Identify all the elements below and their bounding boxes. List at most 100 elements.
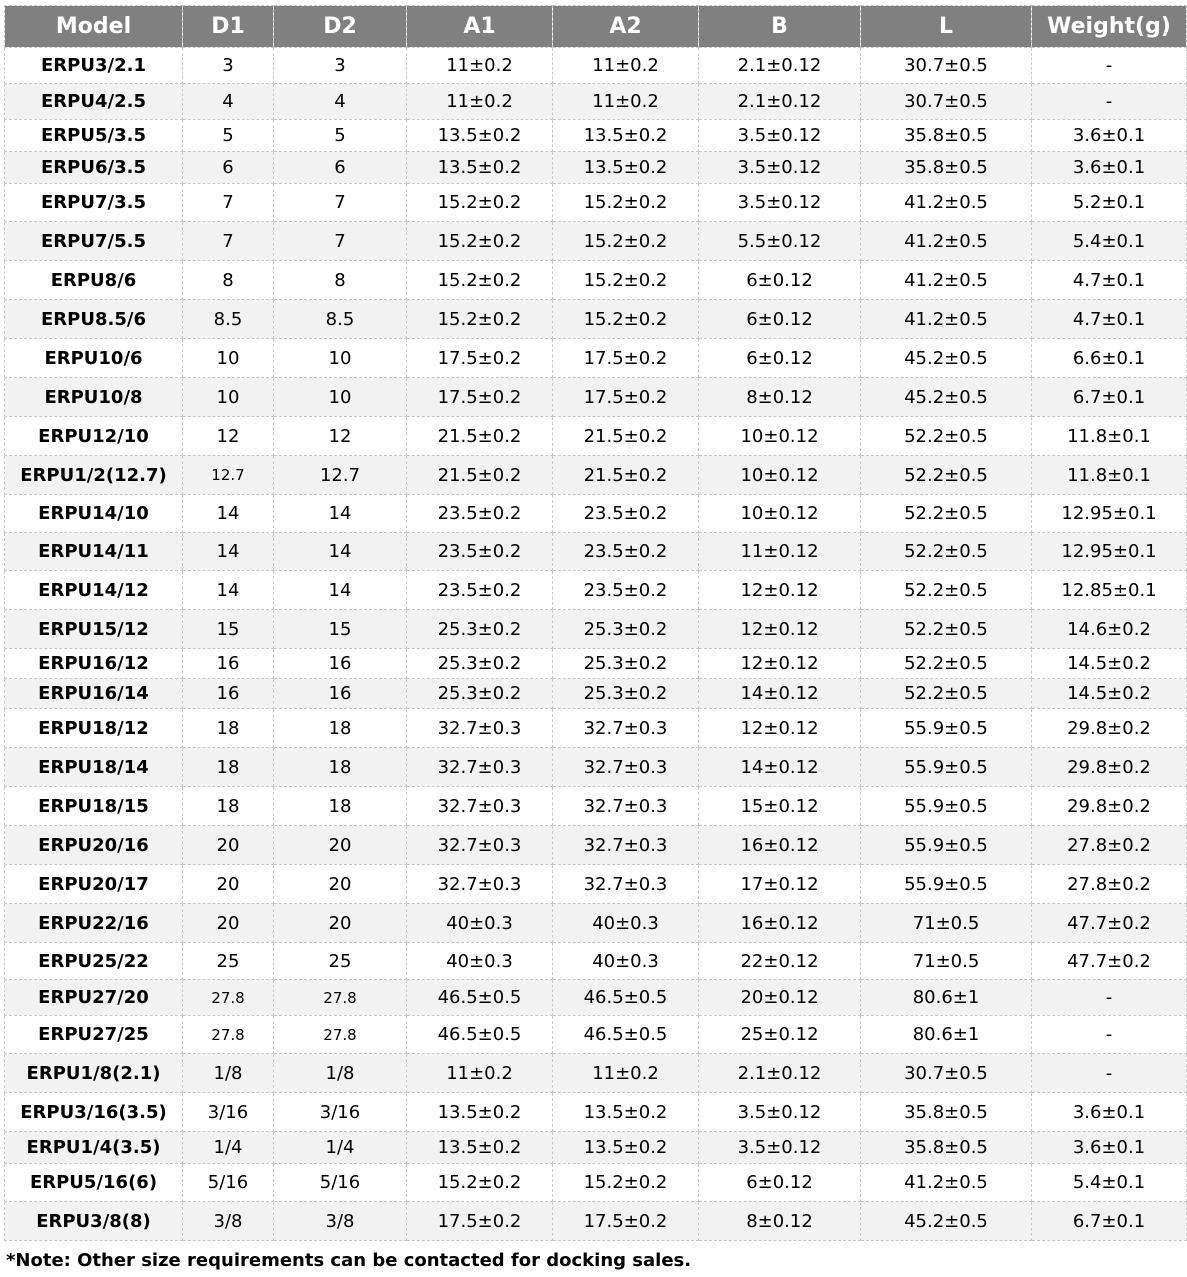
cell-l: 35.8±0.5 [860,119,1032,152]
cell-a1: 13.5±0.2 [406,151,553,184]
table-row: ERPU1/8(2.1) 1/8 1/8 11±0.2 11±0.2 2.1±0.12 30… [4,1053,1187,1093]
cell-a2: 15.2±0.2 [552,221,699,261]
cell-d2: 1/4 [273,1131,407,1164]
cell-l: 52.2±0.5 [860,494,1032,533]
cell-d2: 4 [273,83,407,120]
cell-l: 71±0.5 [860,942,1032,980]
cell-d1: 14 [182,494,274,533]
cell-weight: - [1031,979,1187,1016]
cell-weight: 29.8±0.2 [1031,708,1187,748]
cell-a2: 32.7±0.3 [552,864,699,904]
cell-d2: 7 [273,221,407,261]
cell-l: 52.2±0.5 [860,532,1032,571]
cell-d1: 18 [182,708,274,748]
cell-l: 41.2±0.5 [860,221,1032,261]
table-row: ERPU3/2.1 3 3 11±0.2 11±0.2 2.1±0.12 30.7±0.5- [4,47,1187,84]
cell-weight: 14.6±0.2 [1031,609,1187,649]
cell-b: 22±0.12 [698,942,861,980]
cell-d2: 8 [273,260,407,300]
cell-weight: 12.95±0.1 [1031,494,1187,533]
cell-a2: 32.7±0.3 [552,708,699,748]
cell-a1: 11±0.2 [406,47,553,84]
cell-a2: 23.5±0.2 [552,570,699,610]
cell-b: 10±0.12 [698,416,861,456]
cell-b: 12±0.12 [698,609,861,649]
cell-a1: 17.5±0.2 [406,338,553,378]
cell-l: 55.9±0.5 [860,864,1032,904]
cell-d2: 16 [273,678,407,709]
cell-a1: 23.5±0.2 [406,532,553,571]
cell-weight: - [1031,47,1187,84]
cell-a1: 23.5±0.2 [406,494,553,533]
cell-l: 80.6±1 [860,979,1032,1016]
cell-model: ERPU14/12 [4,570,183,610]
cell-b: 17±0.12 [698,864,861,904]
cell-a1: 17.5±0.2 [406,377,553,417]
cell-weight: 47.7±0.2 [1031,903,1187,943]
column-header-d2: D2 [273,5,407,48]
cell-d2: 5 [273,119,407,152]
cell-weight: 6.7±0.1 [1031,1201,1187,1241]
cell-d2: 5/16 [273,1163,407,1202]
cell-d1: 15 [182,609,274,649]
cell-b: 12±0.12 [698,708,861,748]
cell-b: 8±0.12 [698,377,861,417]
cell-weight: 12.85±0.1 [1031,570,1187,610]
table-row: ERPU3/8(8) 3/8 3/8 17.5±0.2 17.5±0.2 8±0.12 45… [4,1201,1187,1241]
cell-a1: 15.2±0.2 [406,221,553,261]
cell-model: ERPU18/12 [4,708,183,748]
cell-d2: 6 [273,151,407,184]
cell-a2: 23.5±0.2 [552,494,699,533]
cell-weight: 3.6±0.1 [1031,1131,1187,1164]
cell-weight: 27.8±0.2 [1031,864,1187,904]
cell-a2: 46.5±0.5 [552,1015,699,1054]
cell-a1: 40±0.3 [406,942,553,980]
cell-b: 11±0.12 [698,532,861,571]
cell-weight: 5.4±0.1 [1031,221,1187,261]
cell-a1: 11±0.2 [406,1053,553,1093]
cell-a2: 13.5±0.2 [552,1131,699,1164]
cell-d2: 16 [273,648,407,679]
table-row: ERPU18/14 18 18 32.7±0.3 32.7±0.3 14±0.12 55.9… [4,747,1187,787]
cell-weight: 11.8±0.1 [1031,416,1187,456]
cell-model: ERPU18/15 [4,786,183,826]
column-header-a1: A1 [406,5,553,48]
cell-a1: 32.7±0.3 [406,747,553,787]
cell-model: ERPU3/2.1 [4,47,183,84]
cell-model: ERPU5/16(6) [4,1163,183,1202]
cell-a1: 32.7±0.3 [406,786,553,826]
cell-d1: 10 [182,338,274,378]
cell-a2: 11±0.2 [552,83,699,120]
cell-l: 45.2±0.5 [860,338,1032,378]
spec-table: Model D1 D2 A1 A2 B L Weight(g) ERPU3/2.1 3 3 11±0… [4,5,1187,1241]
cell-d1: 1/8 [182,1053,274,1093]
cell-l: 30.7±0.5 [860,83,1032,120]
cell-weight: 3.6±0.1 [1031,151,1187,184]
table-row: ERPU20/16 20 20 32.7±0.3 32.7±0.3 16±0.12 55.9… [4,825,1187,865]
cell-d1: 12.7 [182,455,274,495]
cell-model: ERPU1/4(3.5) [4,1131,183,1164]
cell-d1: 18 [182,747,274,787]
cell-a1: 15.2±0.2 [406,183,553,222]
cell-d2: 18 [273,747,407,787]
cell-d2: 3/8 [273,1201,407,1241]
cell-d1: 1/4 [182,1131,274,1164]
cell-a1: 46.5±0.5 [406,1015,553,1054]
cell-a1: 32.7±0.3 [406,864,553,904]
cell-d1: 25 [182,942,274,980]
cell-l: 52.2±0.5 [860,648,1032,679]
cell-weight: - [1031,83,1187,120]
cell-l: 35.8±0.5 [860,151,1032,184]
cell-weight: 11.8±0.1 [1031,455,1187,495]
cell-l: 41.2±0.5 [860,299,1032,339]
table-row: ERPU3/16(3.5) 3/16 3/16 13.5±0.2 13.5±0.2 3.5… [4,1092,1187,1132]
cell-d1: 16 [182,648,274,679]
cell-a2: 17.5±0.2 [552,377,699,417]
cell-weight: 4.7±0.1 [1031,260,1187,300]
cell-b: 12±0.12 [698,570,861,610]
column-header-l: L [860,5,1032,48]
cell-a2: 11±0.2 [552,1053,699,1093]
cell-a2: 32.7±0.3 [552,747,699,787]
cell-d2: 14 [273,532,407,571]
cell-a1: 32.7±0.3 [406,825,553,865]
